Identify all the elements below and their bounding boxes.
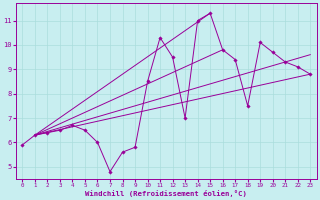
X-axis label: Windchill (Refroidissement éolien,°C): Windchill (Refroidissement éolien,°C) xyxy=(85,190,247,197)
